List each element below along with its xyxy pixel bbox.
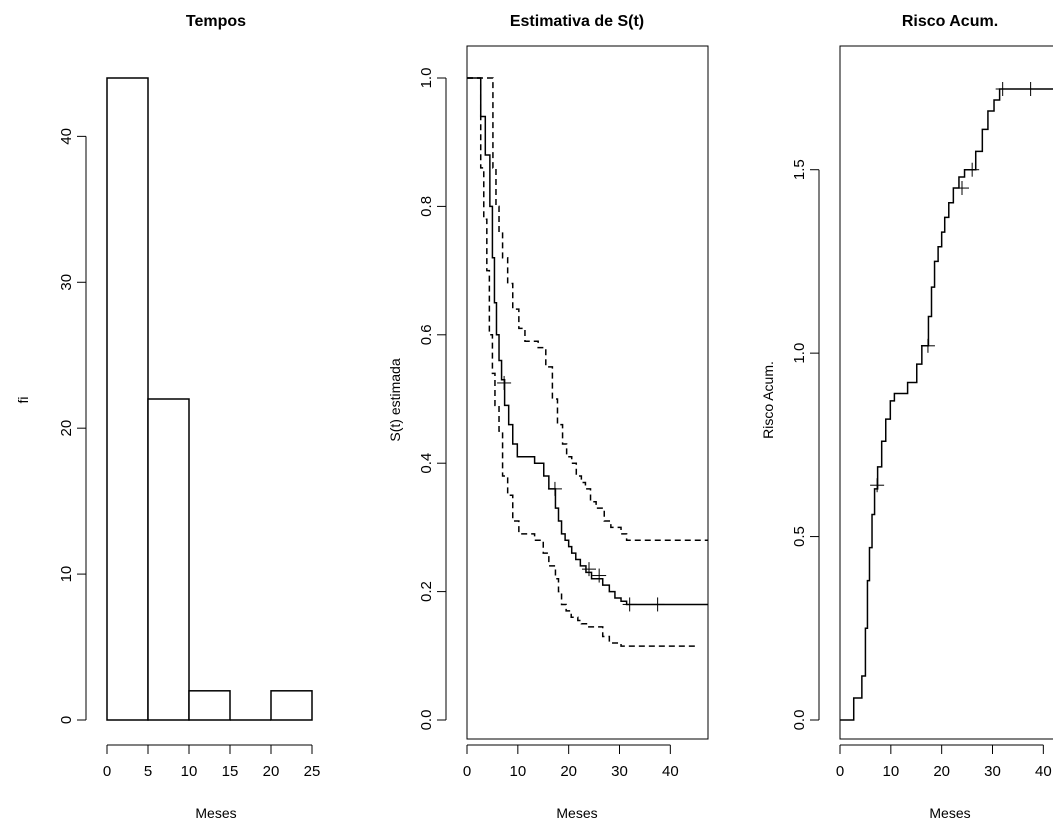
survival-y-axis: 0.0 0.2 0.4 0.6 0.8 1.0 <box>418 68 447 731</box>
hazard-panel: Risco Acum. Meses Risco Acum. 0 10 20 30 40 … <box>760 13 1053 821</box>
histogram-x-tick-label: 10 <box>181 763 198 780</box>
hazard-x-tick-label: 40 <box>1035 763 1052 780</box>
histogram-xlabel: Meses <box>195 805 236 821</box>
histogram-y-tick-label: 40 <box>58 128 75 145</box>
survival-estimate-line <box>467 77 709 606</box>
survival-ylabel: S(t) estimada <box>387 358 403 441</box>
hazard-curves <box>840 82 1053 721</box>
histogram-bar <box>147 398 190 721</box>
survival-y-tick-label: 0.6 <box>418 324 435 345</box>
hazard-xlabel: Meses <box>929 805 970 821</box>
histogram-y-axis: 0 10 20 30 40 <box>58 128 87 724</box>
survival-plot-frame <box>466 45 709 740</box>
histogram-bar <box>270 690 313 721</box>
survival-y-tick-label: 0.2 <box>418 581 435 602</box>
hazard-x-axis: 0 10 20 30 40 <box>836 744 1052 780</box>
hazard-x-tick-label: 0 <box>836 763 844 780</box>
histogram-y-tick-label: 30 <box>58 274 75 291</box>
hazard-y-tick-label: 0.0 <box>791 710 808 731</box>
histogram-bar <box>106 77 149 721</box>
survival-panel: Estimativa de S(t) Meses S(t) estimada 0… <box>387 13 709 821</box>
histogram-x-tick-label: 25 <box>304 763 321 780</box>
hazard-y-tick-label: 0.5 <box>791 526 808 547</box>
hazard-x-tick-label: 30 <box>984 763 1001 780</box>
survival-title: Estimativa de S(t) <box>510 13 644 30</box>
survival-x-tick-label: 40 <box>662 763 679 780</box>
hazard-cumulative-hazard-line <box>840 88 1053 721</box>
survival-curves <box>467 77 709 647</box>
survival-x-tick-label: 10 <box>509 763 526 780</box>
histogram-x-axis: 0 5 10 15 20 25 <box>103 744 321 780</box>
hazard-y-tick-label: 1.5 <box>791 159 808 180</box>
histogram-bar <box>188 690 231 721</box>
survival-x-tick-label: 30 <box>611 763 628 780</box>
hazard-plot-frame <box>839 45 1053 740</box>
survival-y-tick-label: 0.4 <box>418 453 435 474</box>
survival-y-tick-label: 0.0 <box>418 710 435 731</box>
survival-y-tick-label: 1.0 <box>418 68 435 89</box>
histogram-x-tick-label: 5 <box>144 763 152 780</box>
histogram-x-tick-label: 20 <box>263 763 280 780</box>
survival-lower-line <box>467 77 698 647</box>
hazard-y-axis: 0.0 0.5 1.0 1.5 <box>791 159 820 731</box>
survival-y-tick-label: 0.8 <box>418 196 435 217</box>
histogram-title: Tempos <box>186 13 246 30</box>
histogram-y-tick-label: 0 <box>58 716 75 724</box>
hazard-x-tick-label: 10 <box>882 763 899 780</box>
hazard-x-tick-label: 20 <box>933 763 950 780</box>
histogram-y-tick-label: 10 <box>58 566 75 583</box>
histogram-bars <box>106 77 313 721</box>
histogram-x-tick-label: 15 <box>222 763 239 780</box>
survival-x-tick-label: 0 <box>463 763 471 780</box>
histogram-ylabel: fi <box>15 397 31 404</box>
survival-x-axis: 0 10 20 30 40 <box>463 744 679 780</box>
histogram-panel: Tempos Meses fi 0 5 10 15 20 25 0 10 20 30 40 <box>15 13 320 821</box>
survival-upper-line <box>467 77 709 541</box>
hazard-y-tick-label: 1.0 <box>791 343 808 364</box>
survival-xlabel: Meses <box>556 805 597 821</box>
survival-x-tick-label: 20 <box>560 763 577 780</box>
histogram-y-tick-label: 20 <box>58 420 75 437</box>
histogram-x-tick-label: 0 <box>103 763 111 780</box>
hazard-ylabel: Risco Acum. <box>760 361 776 439</box>
hazard-title: Risco Acum. <box>902 13 998 30</box>
